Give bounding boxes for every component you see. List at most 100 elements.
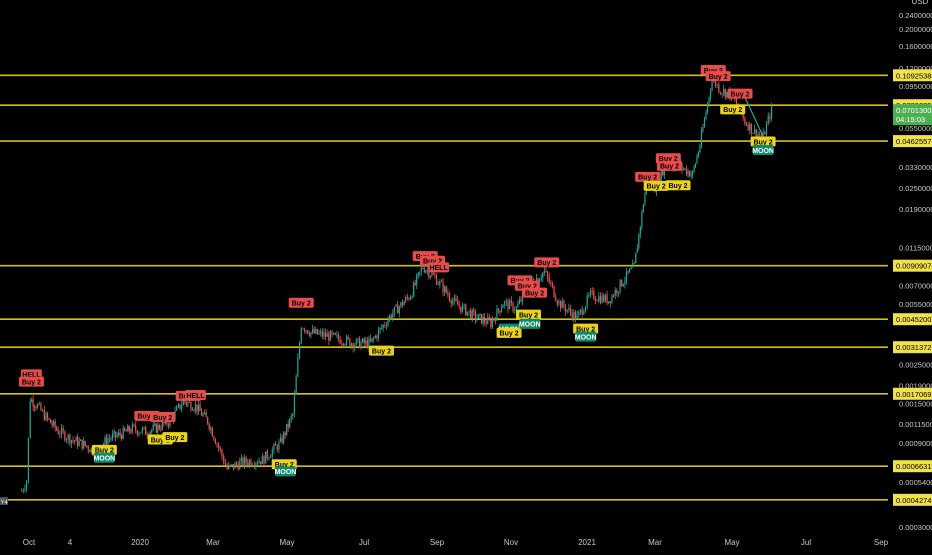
candle-body xyxy=(429,275,431,278)
candle-body xyxy=(320,331,322,333)
candle-body xyxy=(193,410,195,411)
candle-body xyxy=(300,328,302,344)
candle-body xyxy=(569,308,572,313)
candle-body xyxy=(428,270,430,278)
candle-body xyxy=(75,437,77,442)
candle-body xyxy=(381,327,383,329)
candle-body xyxy=(439,281,441,285)
candle-body xyxy=(414,282,416,285)
candle-body xyxy=(329,331,332,341)
candle-body xyxy=(747,125,749,131)
candle-body xyxy=(310,332,312,336)
candle-body xyxy=(548,277,550,283)
candle-body xyxy=(397,304,399,314)
candle-body xyxy=(214,439,217,444)
candle-body xyxy=(350,343,353,347)
candle-body xyxy=(759,134,761,135)
candle-body xyxy=(73,440,76,442)
candle-body xyxy=(131,424,133,433)
candle-body xyxy=(507,300,509,310)
x-tick-label: 2020 xyxy=(131,538,149,547)
candle-body xyxy=(408,297,410,300)
candle-body xyxy=(453,298,455,301)
candle-body xyxy=(318,332,320,335)
candle-body xyxy=(279,437,282,442)
candle-body xyxy=(517,303,519,308)
candle-body xyxy=(641,211,643,227)
candle-body xyxy=(248,460,250,466)
candle-body xyxy=(621,279,623,286)
candle-body xyxy=(561,300,563,309)
candle-body xyxy=(125,430,127,432)
candle-body xyxy=(121,435,123,439)
candle-body xyxy=(485,322,487,324)
candle-body xyxy=(644,192,646,206)
candle-body xyxy=(307,330,309,334)
signal-text: Buy 2 xyxy=(730,91,749,98)
price-tick-label: 0.00190000 xyxy=(899,382,932,391)
candle-body xyxy=(771,105,773,119)
candle-body xyxy=(435,276,438,285)
candle-body xyxy=(281,437,283,443)
candle-body xyxy=(542,272,544,278)
candle-body xyxy=(450,300,452,304)
candle-body xyxy=(395,304,397,307)
candle-body xyxy=(72,440,74,441)
candle-body xyxy=(500,308,503,313)
candle-body xyxy=(303,328,306,331)
signal-text: Buy 2 xyxy=(137,414,156,421)
candle-body xyxy=(556,300,558,304)
candle-body xyxy=(543,270,545,273)
candle-body xyxy=(289,418,291,428)
candle-body xyxy=(632,263,634,268)
candle-body xyxy=(161,421,163,430)
candle-body xyxy=(392,313,394,319)
candle-body xyxy=(376,335,378,339)
candle-body xyxy=(379,328,381,331)
candle-body xyxy=(313,329,315,334)
level-badge xyxy=(893,341,932,354)
level-badge-text: 0.00042746 xyxy=(896,496,932,505)
candle-body xyxy=(497,308,500,311)
signal-label-sell xyxy=(657,160,683,171)
signal-text: Buy 2 xyxy=(638,175,657,182)
signal-label-sell xyxy=(655,153,681,164)
candle-body xyxy=(755,129,757,138)
candle-body xyxy=(104,437,106,445)
candle-body xyxy=(275,444,277,446)
price-tick-label: 0.00250000 xyxy=(899,361,932,370)
candle-body xyxy=(152,424,154,430)
candle-body xyxy=(510,300,512,303)
level-badge xyxy=(893,313,932,326)
candle-body xyxy=(239,461,241,470)
candle-body xyxy=(624,280,626,285)
last-price-badge xyxy=(893,104,932,126)
candle-body xyxy=(613,295,615,297)
candle-body xyxy=(716,84,718,86)
currency-label: USD xyxy=(912,0,929,6)
candle-body xyxy=(276,445,278,450)
signal-text: Buy 2 xyxy=(22,379,41,386)
signal-text: Buy 2 xyxy=(519,312,538,319)
candle-body xyxy=(576,314,578,320)
candle-body xyxy=(617,291,620,294)
candle-body xyxy=(440,281,443,283)
candle-body xyxy=(559,301,562,309)
candle-body xyxy=(460,306,462,312)
candle-body xyxy=(537,278,539,282)
candle-body xyxy=(77,437,79,446)
candle-body xyxy=(38,403,40,405)
candle-body xyxy=(151,429,153,432)
candle-body xyxy=(545,270,547,272)
candle-body xyxy=(504,301,506,305)
signal-text: Buy 2 xyxy=(668,183,687,190)
candle-body xyxy=(413,282,415,297)
candle-body xyxy=(591,290,593,292)
candle-body xyxy=(363,338,365,344)
candle-body xyxy=(487,317,489,324)
candle-body xyxy=(619,279,621,292)
candle-body xyxy=(29,401,31,438)
